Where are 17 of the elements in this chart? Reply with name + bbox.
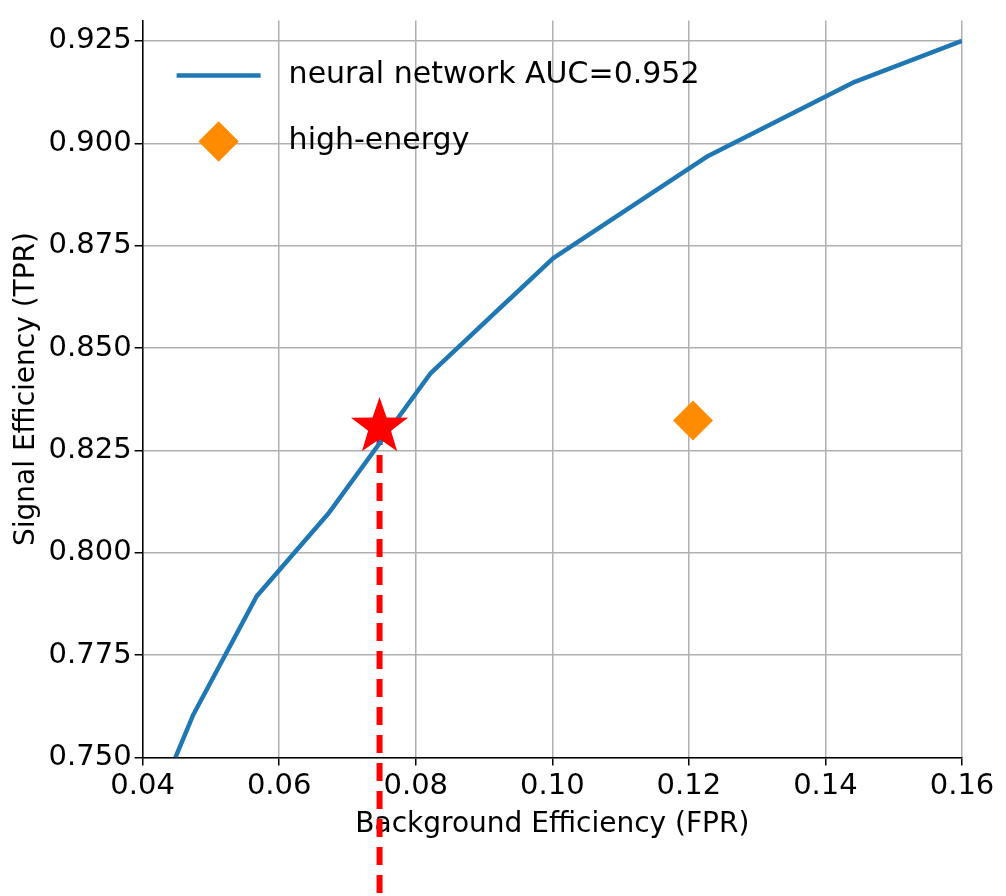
x-tick-label: 0.16	[929, 766, 995, 801]
y-tick-label: 0.850	[48, 328, 132, 363]
y-tick-label: 0.925	[48, 21, 132, 56]
legend-label: neural network AUC=0.952	[288, 55, 700, 91]
y-tick-label: 0.900	[48, 123, 132, 158]
x-tick-label: 0.12	[656, 766, 722, 801]
y-tick-label: 0.825	[48, 430, 132, 465]
y-tick-label: 0.800	[48, 533, 132, 568]
x-tick-label: 0.14	[793, 766, 858, 801]
y-tick-label: 0.875	[48, 226, 132, 261]
x-tick-label: 0.08	[383, 766, 449, 801]
x-tick-label: 0.06	[246, 766, 312, 801]
y-tick-label: 0.775	[48, 635, 132, 670]
x-tick-label: 0.10	[520, 766, 585, 801]
y-axis-title: Signal Efficiency (TPR)	[8, 232, 42, 546]
legend-label: high-energy	[288, 121, 470, 157]
x-axis-title: Background Efficiency (FPR)	[355, 806, 750, 840]
